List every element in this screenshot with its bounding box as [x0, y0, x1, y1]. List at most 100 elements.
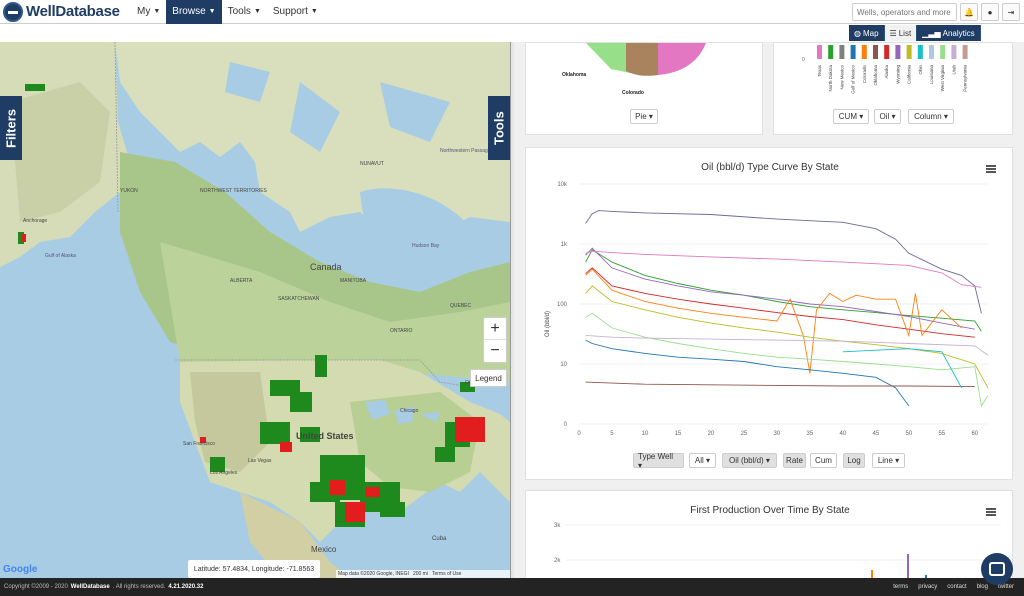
tools-tab[interactable]: Tools: [488, 96, 510, 160]
cum-dropdown[interactable]: CUM ▾: [833, 109, 869, 124]
map-label-united-states: United States: [296, 431, 354, 441]
map-label-saskatchewan: SASKATCHEWAN: [278, 296, 320, 302]
series-line: [585, 268, 962, 374]
map-view-button[interactable]: ◍ Map: [849, 25, 885, 41]
map-label-hudson-bay: Hudson Bay: [412, 243, 440, 249]
nav-support-label: Support: [272, 5, 308, 17]
column-bar: [850, 45, 856, 59]
brand[interactable]: WellDatabase: [0, 0, 131, 24]
x-tick-label: 45: [873, 431, 880, 437]
type-curve-series: [585, 210, 989, 408]
column-state-label: Texas: [817, 64, 822, 77]
caret-down-icon: ▼: [253, 7, 261, 15]
list-view-button[interactable]: ☰ List: [884, 25, 918, 41]
y-tick-label: 1k: [561, 242, 568, 248]
x-tick-label: 5: [610, 431, 614, 437]
footer-link-privacy[interactable]: privacy: [918, 584, 938, 590]
legend-button[interactable]: Legend: [470, 369, 507, 387]
column-state-label: Oklahoma: [873, 65, 878, 86]
pie-slice-colorado-shade: [626, 43, 658, 76]
canada-south: [160, 242, 510, 382]
nav-support[interactable]: Support ▼: [267, 0, 324, 24]
chart-menu-icon[interactable]: [986, 165, 996, 173]
zoom-in-button[interactable]: +: [484, 318, 506, 340]
series-line: [585, 312, 989, 408]
nav-browse[interactable]: Browse ▼: [166, 0, 222, 24]
chart-menu-icon[interactable]: [986, 508, 996, 516]
cum-label: CUM: [838, 112, 857, 121]
map-label-anchorage: Anchorage: [23, 218, 47, 224]
series-line: [585, 249, 982, 332]
alaska-border: [114, 42, 119, 213]
caret-down-icon: ▼: [208, 7, 216, 15]
column-state-label: Ohio: [918, 65, 923, 75]
series-line: [585, 381, 975, 388]
user-icon[interactable]: ●: [981, 3, 999, 21]
type-curve-ylabel: Oil (bbl/d): [545, 311, 551, 337]
map-label-northwestern-passages: Northwestern Passages: [440, 148, 494, 154]
all-button[interactable]: All ▾: [689, 453, 716, 468]
map-label-mexico: Mexico: [311, 545, 337, 554]
analytics-view-button[interactable]: ▁▃▅ Analytics: [917, 25, 981, 41]
y-tick-label: 10k: [557, 182, 568, 188]
footer-link-terms[interactable]: terms: [893, 584, 909, 590]
series-line: [585, 247, 975, 330]
panel-resize-handle[interactable]: [510, 42, 514, 578]
column-state-label: Alaska: [884, 65, 889, 79]
usa-east-green: [350, 392, 480, 492]
type-curve-card: Oil (bbl/d) Type Curve By State 10k 1k 100…: [525, 147, 1013, 480]
x-tick-label: 15: [675, 431, 682, 437]
rate-button[interactable]: Rate: [783, 453, 806, 468]
chat-icon[interactable]: [981, 553, 1013, 585]
column-state-label: West Virginia: [940, 65, 945, 92]
column-state-label: Wyoming: [895, 65, 900, 84]
column-bar: [884, 45, 890, 59]
oil-dropdown[interactable]: Oil ▾: [874, 109, 901, 124]
x-tick-label: 25: [741, 431, 748, 437]
column-bar: [839, 45, 845, 59]
well-clusters-red: [22, 234, 485, 522]
first-production-chart: 3k 2k: [554, 523, 1001, 578]
footer-link-contact[interactable]: contact: [947, 584, 967, 590]
zoom-out-button[interactable]: −: [490, 342, 500, 359]
series-line: [585, 285, 989, 389]
map-label-los-angeles: Los Angeles: [210, 470, 238, 476]
column-bars: [817, 45, 968, 59]
column-bar: [962, 45, 968, 59]
footer-link-blog[interactable]: blog: [976, 584, 988, 590]
bell-icon[interactable]: 🔔: [960, 3, 978, 21]
sign-out-icon[interactable]: ⇥: [1002, 3, 1020, 21]
globe-icon: ◍: [854, 28, 861, 38]
nav-tools[interactable]: Tools ▼: [222, 0, 267, 24]
column-state-labels: Texas North Dakota New Mexico Gulf of Mexic…: [817, 64, 968, 94]
column-type-label: Column: [914, 112, 942, 121]
map-view[interactable]: Canada United States Mexico Cuba Gulf of…: [0, 42, 510, 578]
nav-my[interactable]: My ▼: [131, 0, 166, 24]
series-line: [842, 348, 962, 389]
column-state-label: Colorado: [862, 65, 867, 84]
map-label-yukon: YUKON: [120, 188, 138, 194]
x-tick-label: 35: [807, 431, 814, 437]
filters-tab[interactable]: Filters: [0, 96, 22, 160]
line-button[interactable]: Line ▾: [872, 453, 905, 468]
pie-type-dropdown[interactable]: Pie ▾: [630, 109, 658, 124]
analytics-panel: Oklahoma Colorado Pie ▾ 0 Texas North Dak…: [514, 42, 1024, 578]
type-well-button[interactable]: Type Well ▾: [633, 452, 684, 470]
map-label-las-vegas: Las Vegas: [248, 458, 272, 464]
cum-button[interactable]: Cum: [810, 453, 837, 468]
footer-rights: . All rights reserved.: [112, 584, 166, 590]
log-button[interactable]: Log: [843, 453, 865, 468]
caret-down-icon: ▼: [153, 7, 161, 15]
brand-name: WellDatabase: [26, 3, 120, 20]
column-type-dropdown[interactable]: Column ▾: [908, 109, 954, 124]
type-curve-gridlines: [579, 183, 988, 425]
column-state-label: Pennsylvania: [963, 65, 968, 92]
footer-link-twitter[interactable]: twitter: [997, 584, 1014, 590]
analytics-view-label: Analytics: [942, 28, 975, 38]
column-bar: [951, 45, 957, 59]
terms-link[interactable]: Terms of Use: [431, 571, 462, 577]
nav-tools-label: Tools: [227, 5, 251, 17]
footer-version: 4.21.2020.32: [168, 584, 204, 590]
search-input[interactable]: [852, 3, 957, 21]
oil-bbl-d-button[interactable]: Oil (bbl/d) ▾: [722, 453, 777, 468]
